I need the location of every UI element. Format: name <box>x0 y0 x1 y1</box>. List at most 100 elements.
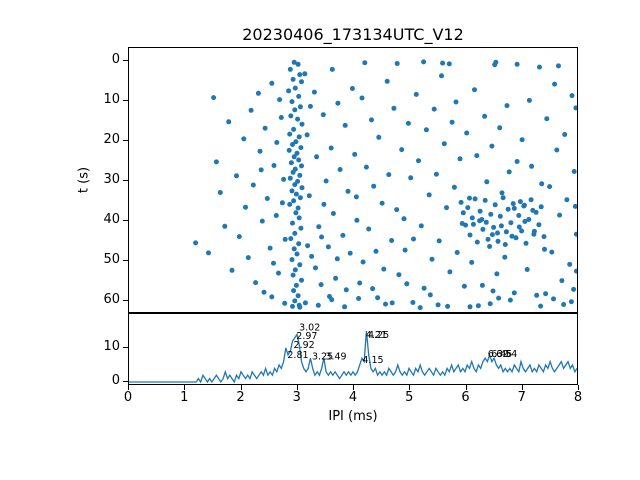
scatter-point <box>288 236 294 242</box>
scatter-point <box>297 72 303 78</box>
scatter-point <box>292 298 298 304</box>
scatter-point <box>573 268 577 274</box>
scatter-point <box>371 183 377 189</box>
scatter-point <box>297 304 303 310</box>
peak-annotation: 3.02 <box>299 322 320 333</box>
scatter-point <box>506 169 512 175</box>
peak-annotation: 6.45 <box>491 349 512 360</box>
scatter-point <box>305 243 311 249</box>
scatter-point <box>526 97 532 103</box>
scatter-point <box>461 283 467 289</box>
scatter-point <box>343 287 349 293</box>
scatter-point <box>291 246 297 252</box>
y-tick-label: 20 <box>103 132 120 147</box>
scatter-point <box>356 296 362 301</box>
y-tickmark <box>123 347 128 348</box>
peak-annotation: 6.39 <box>488 349 509 360</box>
scatter-point <box>485 236 491 242</box>
x-tickmark <box>184 385 186 390</box>
peak-annotation: 4.15 <box>362 355 383 366</box>
scatter-point <box>292 107 298 113</box>
scatter-point <box>439 73 444 79</box>
scatter-point <box>296 134 302 140</box>
scatter-point <box>470 221 476 227</box>
scatter-point <box>258 167 264 173</box>
scatter-point <box>526 217 532 222</box>
scatter-point <box>469 259 475 265</box>
scatter-point <box>287 175 293 181</box>
scatter-point <box>449 119 455 125</box>
scatter-point <box>271 260 276 266</box>
scatter-point <box>276 270 281 276</box>
scatter-plot-panel <box>128 47 578 313</box>
scatter-point <box>271 163 277 168</box>
scatter-point <box>523 240 529 246</box>
scatter-point <box>357 280 363 286</box>
scatter-point <box>329 297 335 303</box>
scatter-point <box>366 226 372 232</box>
scatter-point <box>451 184 457 190</box>
scatter-point <box>295 205 301 211</box>
scatter-point <box>193 240 199 246</box>
scatter-point <box>345 188 351 194</box>
scatter-point <box>514 61 520 67</box>
y-tick-label: 60 <box>103 292 120 307</box>
scatter-point <box>508 220 514 226</box>
scatter-point <box>495 230 500 236</box>
scatter-point <box>507 297 513 303</box>
scatter-point <box>474 239 480 245</box>
scatter-point <box>297 195 303 201</box>
y-tick-label: 40 <box>103 212 120 227</box>
y-tick-label: 30 <box>103 172 120 187</box>
scatter-point <box>467 195 472 201</box>
x-tick-label: 3 <box>292 390 301 405</box>
scatter-point <box>549 249 555 255</box>
scatter-point <box>502 254 508 260</box>
scatter-point <box>342 304 348 310</box>
scatter-point <box>504 103 510 109</box>
scatter-point <box>296 157 302 163</box>
scatter-point <box>282 236 288 242</box>
scatter-point <box>381 266 387 272</box>
scatter-point <box>340 232 346 238</box>
scatter-point <box>295 293 301 299</box>
scatter-point <box>516 224 522 230</box>
y-tickmark <box>123 140 128 141</box>
scatter-point <box>408 175 414 181</box>
scatter-point <box>293 139 299 145</box>
scatter-point <box>360 259 366 265</box>
scatter-point <box>542 246 547 252</box>
scatter-point <box>289 99 295 105</box>
scatter-point <box>369 117 374 123</box>
scatter-point <box>487 301 493 307</box>
y-tickmark <box>123 100 128 101</box>
scatter-point <box>296 93 302 99</box>
scatter-point <box>436 238 442 244</box>
scatter-point <box>291 288 297 294</box>
scatter-point <box>286 147 292 153</box>
scatter-point <box>488 211 494 217</box>
scatter-point <box>528 197 534 203</box>
scatter-point <box>316 224 322 230</box>
scatter-point <box>495 238 501 244</box>
scatter-point <box>337 167 343 172</box>
scatter-point <box>405 120 411 126</box>
scatter-point <box>547 184 553 190</box>
scatter-plot <box>193 59 577 311</box>
scatter-point <box>320 112 326 118</box>
scatter-point <box>291 59 297 65</box>
ipi-histogram-plot: 3.022.972.922.81 3.253.49 4.15 4.214.25 6.39… <box>129 322 577 384</box>
scatter-point <box>480 226 486 232</box>
scatter-point <box>291 154 297 160</box>
scatter-point <box>502 242 508 247</box>
scatter-point <box>427 292 433 298</box>
scatter-point <box>289 188 295 194</box>
scatter-point <box>435 302 441 308</box>
scatter-point <box>302 300 308 306</box>
scatter-point <box>538 303 544 309</box>
scatter-point <box>426 192 432 198</box>
scatter-point <box>479 217 485 222</box>
peak-annotation: 4.25 <box>368 330 389 341</box>
scatter-point <box>514 159 520 164</box>
scatter-point <box>290 220 295 226</box>
